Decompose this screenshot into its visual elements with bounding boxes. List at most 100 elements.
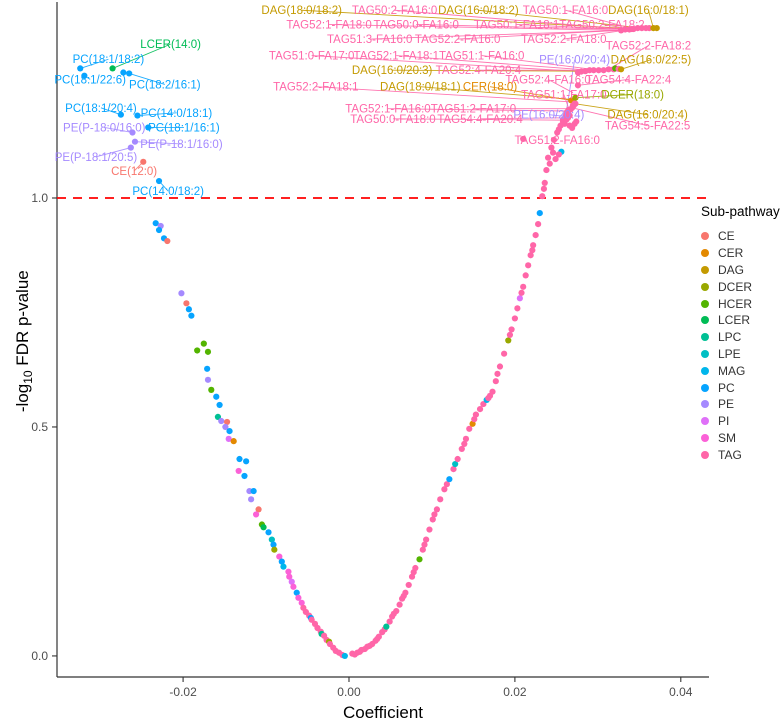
lipid-annotation-label: PC(18:1/18:2) xyxy=(73,54,145,66)
lipid-annotation-label: TAG51:2-FA17:0 xyxy=(431,104,516,116)
lipid-annotation-label: DAG(16:0/18:1) xyxy=(608,5,689,17)
label-leader-line xyxy=(577,78,629,86)
data-point xyxy=(164,237,171,245)
data-point xyxy=(550,136,557,143)
data-point xyxy=(270,541,277,548)
data-point xyxy=(552,155,559,163)
label-leader-line xyxy=(387,108,567,112)
lipid-annotation-label: DAG(16:0/18:2) xyxy=(438,5,519,17)
data-point xyxy=(421,541,428,548)
data-point xyxy=(204,365,211,372)
lipid-annotation-label: LCER(14:0) xyxy=(140,39,201,51)
lipid-annotation-label: DAG(18:0/18:2) xyxy=(261,5,342,17)
lipid-annotation-label: PC(18:1/22:6) xyxy=(54,74,126,86)
legend-item-pi: PI xyxy=(701,413,783,430)
data-point xyxy=(393,607,400,615)
legend-key-dot xyxy=(701,433,709,442)
lipid-annotation-label: TAG52:1-FA16:0 xyxy=(345,104,430,116)
legend-item-mag: MAG xyxy=(701,362,783,379)
legend-key-dot xyxy=(701,265,709,274)
label-leader-line xyxy=(134,141,182,145)
y-tick-label: 0.5 xyxy=(31,420,48,434)
data-point xyxy=(544,154,552,161)
label-leader-line xyxy=(394,9,630,30)
label-leader-line xyxy=(129,73,165,85)
data-point xyxy=(492,378,499,385)
x-tick-label: -0.02 xyxy=(169,685,197,699)
data-point xyxy=(155,226,163,234)
data-point xyxy=(458,445,465,453)
legend-item-label: CE xyxy=(718,229,735,244)
label-leader-line xyxy=(420,86,573,100)
data-point xyxy=(131,138,139,145)
legend-item-label: LPE xyxy=(718,346,741,361)
lipid-annotation-label: TAG50:0-FA18:0 xyxy=(350,114,435,126)
data-point xyxy=(419,546,426,553)
label-leader-line xyxy=(112,43,171,69)
legend-key-dot xyxy=(701,383,709,392)
label-leader-line xyxy=(311,55,582,73)
data-point xyxy=(549,149,557,156)
data-point xyxy=(194,347,201,354)
label-leader-line xyxy=(620,59,652,70)
label-leader-line xyxy=(575,94,633,99)
data-point xyxy=(120,69,127,76)
label-leader-line xyxy=(563,94,569,107)
legend-item-tag: TAG xyxy=(701,446,783,463)
data-point xyxy=(505,337,512,344)
data-point xyxy=(286,573,293,580)
legend-item-label: PI xyxy=(718,414,730,429)
data-point xyxy=(480,400,487,408)
data-point xyxy=(454,455,461,463)
legend-item-dag: DAG xyxy=(701,262,783,279)
data-point xyxy=(280,563,287,570)
lipid-annotation-label: TAG52:2-FA18:2 xyxy=(606,41,691,53)
lipid-annotation-label: TAG51:3-FA16:0 xyxy=(327,34,412,46)
data-point xyxy=(188,312,195,319)
lipid-annotation-label: TAG52:1-FA18:0 xyxy=(286,19,371,31)
legend-item-hcer: HCER xyxy=(701,295,783,312)
data-point xyxy=(546,160,553,167)
data-point xyxy=(295,594,302,601)
data-point xyxy=(230,438,237,445)
y-axis-title: -log10 FDR p-value xyxy=(13,221,35,461)
data-point xyxy=(590,67,597,74)
data-point xyxy=(446,476,453,483)
lipid-annotation-label: DAG(16:0/20:3) xyxy=(352,65,433,77)
data-point xyxy=(572,100,579,107)
legend-key-dot xyxy=(701,316,709,325)
x-axis-title: Coefficient xyxy=(342,703,423,722)
label-leader-line xyxy=(565,59,576,117)
data-point xyxy=(536,210,543,217)
data-point xyxy=(218,417,225,425)
data-point xyxy=(508,326,515,333)
lipid-annotation-label: TAG50:1-FA18:1 xyxy=(474,19,559,31)
legend-item-sm: SM xyxy=(701,430,783,447)
lipid-annotation-label: TAG51:0-FA17:0 xyxy=(269,51,354,63)
lipid-annotation-label: CER(18:0) xyxy=(463,82,517,94)
data-point xyxy=(236,455,243,463)
data-point xyxy=(260,524,267,531)
data-point xyxy=(573,118,580,125)
data-point xyxy=(529,247,536,254)
legend-item-label: CER xyxy=(718,246,744,261)
data-point xyxy=(204,348,212,355)
data-point xyxy=(204,376,212,383)
label-leader-line xyxy=(137,112,177,117)
legend-item-lcer: LCER xyxy=(701,312,783,329)
label-leader-line xyxy=(329,23,622,31)
legend-item-lpe: LPE xyxy=(701,346,783,363)
label-leader-line xyxy=(396,55,590,71)
data-point xyxy=(226,427,233,435)
lipid-annotation-label: TAG51:1-FA17:0 xyxy=(521,90,606,102)
data-point xyxy=(276,553,283,560)
lipid-annotation-label: PE(P-18:1/20:5) xyxy=(55,152,138,164)
legend-item-label: DAG xyxy=(718,262,745,277)
data-point xyxy=(268,536,275,543)
y-tick-label: 1.0 xyxy=(31,191,48,205)
data-point xyxy=(214,413,222,420)
lipid-annotation-label: TAG52:4-FA16:0 xyxy=(505,74,590,86)
data-point xyxy=(535,220,542,228)
data-point xyxy=(155,177,163,185)
